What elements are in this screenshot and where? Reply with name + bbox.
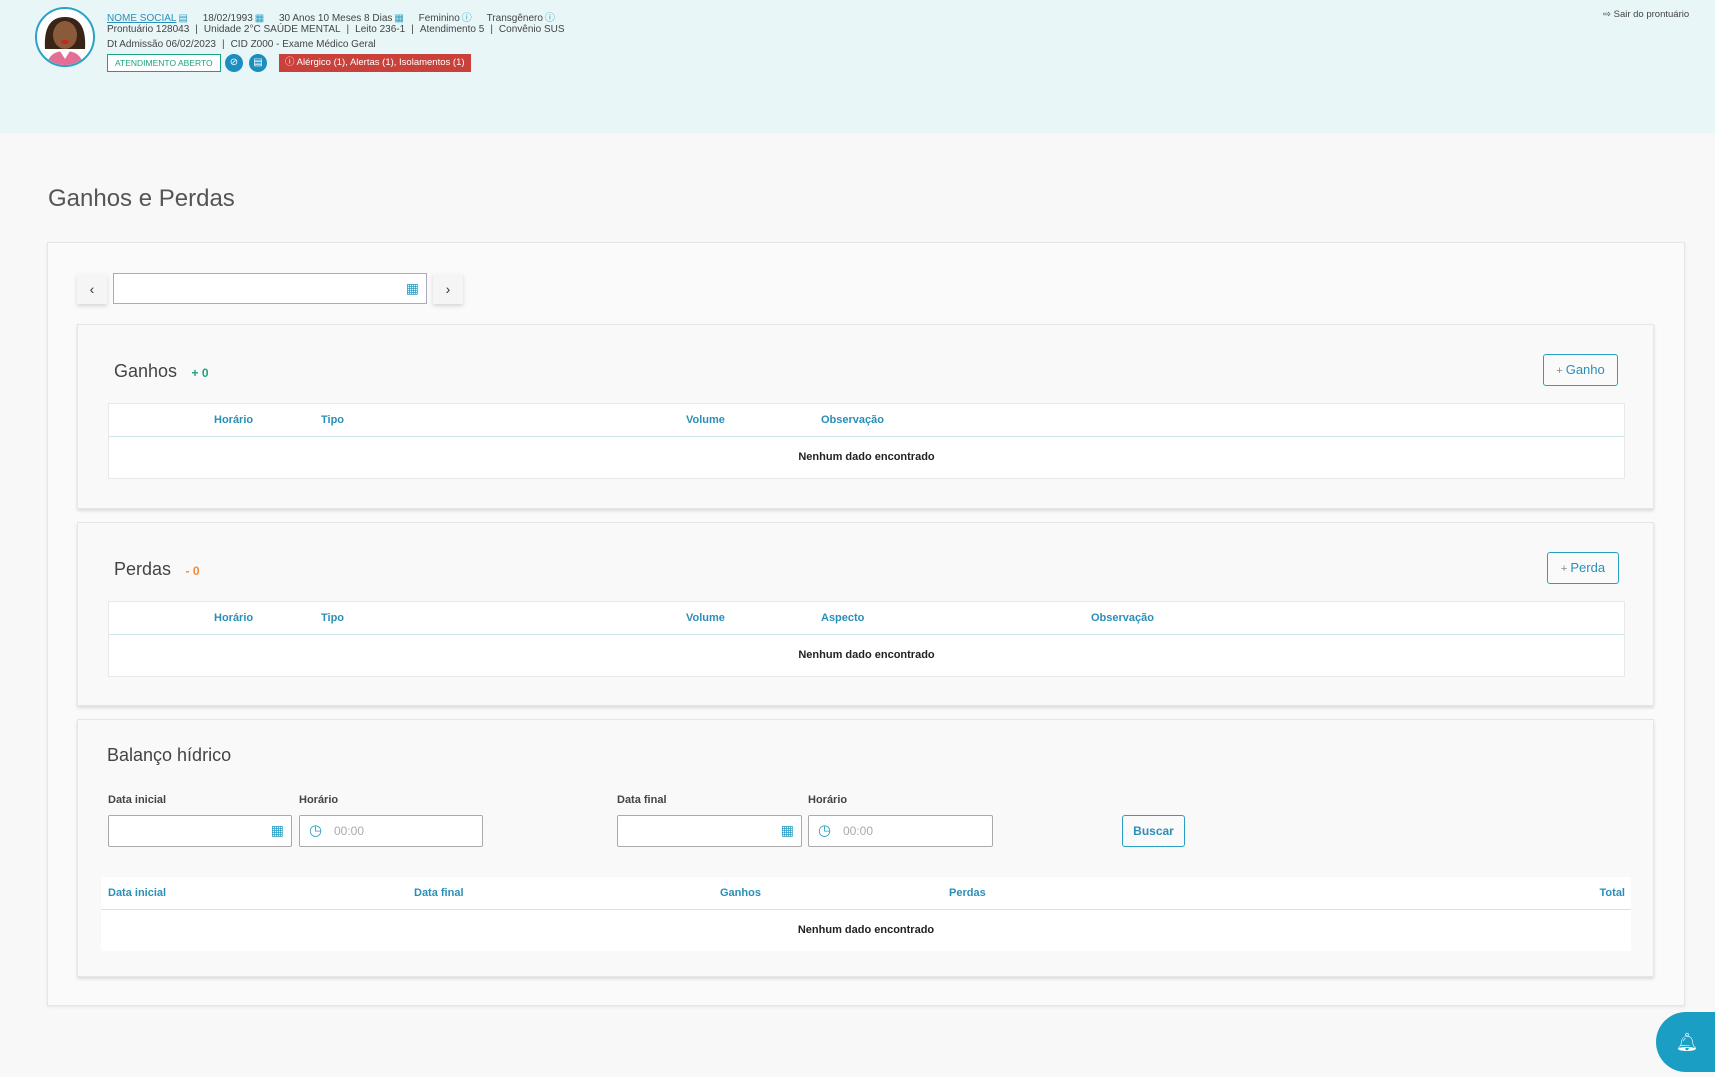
age: 30 Anos 10 Meses 8 Dias	[279, 13, 393, 24]
perdas-title: Perdas	[114, 559, 172, 579]
col-observacao[interactable]: Observação	[821, 414, 884, 426]
exit-icon: ⇨	[1603, 9, 1614, 20]
record-number: Prontuário 128043	[107, 24, 190, 35]
document-icon[interactable]: ▤	[249, 54, 267, 72]
next-date-button[interactable]: ›	[433, 274, 463, 304]
col-volume[interactable]: Volume	[686, 612, 725, 624]
unit: Unidade 2°C SAÚDE MENTAL	[203, 24, 341, 35]
alert-icon: ⓘ	[285, 57, 297, 68]
paperclip-icon[interactable]: ⊘	[225, 54, 243, 72]
patient-line-1: NOME SOCIAL ▤ 18/02/1993 ▦ 30 Anos 10 Mese…	[107, 9, 555, 24]
balanco-table: Data inicial Data final Ganhos Perdas To…	[101, 877, 1631, 951]
table-header: Data inicial Data final Ganhos Perdas To…	[101, 877, 1631, 910]
col-volume[interactable]: Volume	[686, 414, 725, 426]
patient-line-2: Prontuário 128043 | Unidade 2°C SAÚDE MENT…	[107, 24, 565, 35]
table-header: Horário Tipo Volume Aspecto Observação	[109, 602, 1624, 635]
calendar-icon: ▦	[254, 13, 265, 24]
empty-message: Nenhum dado encontrado	[798, 451, 935, 463]
sex: Feminino	[418, 13, 460, 24]
bed: Leito 236-1	[355, 24, 406, 35]
col-tipo[interactable]: Tipo	[321, 612, 345, 624]
patient-name-link[interactable]: NOME SOCIAL	[107, 13, 177, 24]
perdas-heading: Perdas - 0	[114, 559, 200, 580]
col-aspecto[interactable]: Aspecto	[821, 612, 865, 624]
cid: CID Z000 - Exame Médico Geral	[230, 39, 376, 50]
data-final-label: Data final	[617, 794, 667, 806]
ganhos-title: Ganhos	[114, 361, 178, 381]
time-placeholder: 00:00	[334, 824, 365, 838]
data-final-input[interactable]: ▦	[617, 815, 802, 847]
alerts-text: Alérgico (1), Alertas (1), Isolamentos (…	[296, 57, 465, 68]
info-icon[interactable]: ⓘ	[461, 13, 472, 24]
attendance: Atendimento 5	[419, 24, 485, 35]
calendar-icon[interactable]: ▦	[780, 822, 794, 838]
time-placeholder: 00:00	[843, 824, 874, 838]
calendar-icon[interactable]: ▦	[405, 280, 419, 296]
col-perdas[interactable]: Perdas	[949, 887, 986, 899]
ganhos-count: + 0	[191, 366, 209, 380]
add-ganho-label: Ganho	[1565, 362, 1605, 377]
clock-icon: ◷	[309, 822, 323, 839]
exit-record-link[interactable]: ⇨ Sair do prontuário	[1603, 9, 1689, 20]
col-tipo[interactable]: Tipo	[321, 414, 345, 426]
patient-avatar	[35, 7, 95, 67]
col-ganhos[interactable]: Ganhos	[720, 887, 761, 899]
birthdate: 18/02/1993	[202, 13, 253, 24]
perdas-count: - 0	[185, 564, 200, 578]
exit-label: Sair do prontuário	[1613, 9, 1690, 20]
col-horario[interactable]: Horário	[214, 612, 254, 624]
horario-final-label: Horário	[808, 794, 848, 806]
gender: Transgênero	[486, 13, 543, 24]
add-ganho-button[interactable]: + Ganho	[1543, 354, 1618, 386]
add-perda-label: Perda	[1570, 560, 1606, 575]
clipboard-icon[interactable]: ▤	[178, 13, 188, 24]
horario-final-input[interactable]: ◷ 00:00	[808, 815, 993, 847]
col-data-final[interactable]: Data final	[414, 887, 464, 899]
notifications-button[interactable]: 🔔︎	[1656, 1012, 1715, 1072]
data-inicial-label: Data inicial	[108, 794, 167, 806]
table-header: Horário Tipo Volume Observação	[109, 404, 1624, 437]
alerts-badge[interactable]: ⓘ Alérgico (1), Alertas (1), Isolamentos…	[279, 54, 471, 72]
empty-message: Nenhum dado encontrado	[798, 649, 935, 661]
calendar-icon: ▦	[394, 13, 404, 24]
ganhos-table: Horário Tipo Volume Observação Nenhum da…	[108, 403, 1625, 479]
ganhos-heading: Ganhos + 0	[114, 361, 209, 382]
date-input[interactable]: ▦	[113, 273, 427, 304]
col-observacao[interactable]: Observação	[1091, 612, 1154, 624]
perdas-table: Horário Tipo Volume Aspecto Observação N…	[108, 601, 1625, 677]
clock-icon: ◷	[818, 822, 832, 839]
insurance: Convênio SUS	[498, 24, 565, 35]
horario-inicial-input[interactable]: ◷ 00:00	[299, 815, 483, 847]
empty-message: Nenhum dado encontrado	[797, 924, 935, 936]
col-data-inicial[interactable]: Data inicial	[108, 887, 167, 899]
calendar-icon[interactable]: ▦	[270, 822, 284, 838]
search-button[interactable]: Buscar	[1122, 815, 1185, 847]
bell-icon: 🔔︎	[1675, 1032, 1699, 1052]
perdas-card: Perdas - 0 + Perda Horário Tipo Volume A…	[77, 522, 1654, 706]
add-perda-button[interactable]: + Perda	[1547, 552, 1619, 584]
ganhos-card: Ganhos + 0 + Ganho Horário Tipo Volume O…	[77, 324, 1654, 509]
col-total[interactable]: Total	[1599, 887, 1625, 899]
prev-date-button[interactable]: ‹	[77, 274, 107, 304]
page-title: Ganhos e Perdas	[48, 185, 235, 212]
data-inicial-input[interactable]: ▦	[108, 815, 292, 847]
patient-header: NOME SOCIAL ▤ 18/02/1993 ▦ 30 Anos 10 Mese…	[0, 0, 1715, 133]
col-horario[interactable]: Horário	[214, 414, 254, 426]
admission-date: Dt Admissão 06/02/2023	[107, 39, 216, 50]
balanco-title: Balanço hídrico	[107, 745, 232, 765]
balanco-card: Balanço hídrico Data inicial ▦ Horário ◷…	[77, 719, 1654, 977]
info-icon[interactable]: ⓘ	[544, 13, 555, 24]
patient-line-3: Dt Admissão 06/02/2023 | CID Z000 - Exame …	[107, 39, 376, 50]
horario-inicial-label: Horário	[299, 794, 339, 806]
status-badge: ATENDIMENTO ABERTO	[107, 54, 221, 72]
